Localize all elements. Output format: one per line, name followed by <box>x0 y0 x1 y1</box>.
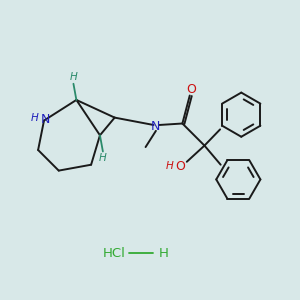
Text: HCl: HCl <box>103 247 126 260</box>
Text: O: O <box>175 160 185 173</box>
Text: H: H <box>99 153 107 163</box>
Text: N: N <box>151 120 160 133</box>
Text: H: H <box>31 113 38 123</box>
Text: H: H <box>166 161 174 171</box>
Text: N: N <box>41 113 50 127</box>
Text: O: O <box>186 82 196 95</box>
Text: H: H <box>70 72 77 82</box>
Text: H: H <box>158 247 168 260</box>
